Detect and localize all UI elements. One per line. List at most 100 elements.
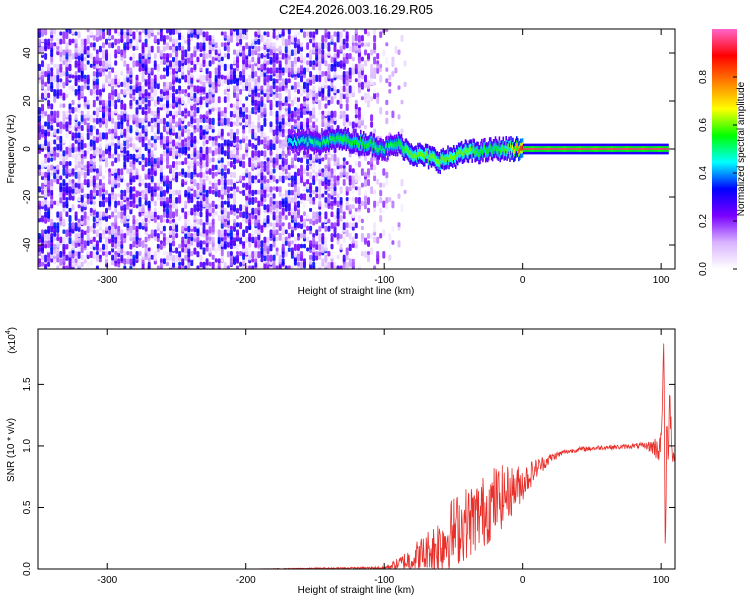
heatmap-cell bbox=[53, 222, 57, 229]
heatmap-cell bbox=[223, 157, 227, 162]
heatmap-cell bbox=[41, 78, 44, 85]
heatmap-cell bbox=[257, 114, 261, 121]
heatmap-cell bbox=[309, 197, 313, 205]
heatmap-cell bbox=[266, 74, 270, 83]
heatmap-cell bbox=[297, 168, 300, 177]
heatmap-cell bbox=[147, 168, 151, 175]
heatmap-cell bbox=[315, 229, 319, 236]
heatmap-cell bbox=[184, 200, 188, 206]
heatmap-cell bbox=[114, 251, 118, 256]
heatmap-cell bbox=[345, 74, 349, 81]
heatmap-cell bbox=[293, 110, 297, 118]
heatmap-cell bbox=[348, 243, 352, 252]
heatmap-cell bbox=[269, 168, 273, 176]
heatmap-cell bbox=[324, 254, 328, 263]
heatmap-cell bbox=[102, 211, 105, 218]
heatmap-cell bbox=[187, 110, 191, 117]
heatmap-cell bbox=[80, 139, 84, 145]
heatmap-cell bbox=[47, 150, 51, 158]
heatmap-cell bbox=[44, 157, 48, 164]
heatmap-cell bbox=[391, 71, 395, 77]
heatmap-cell bbox=[126, 186, 130, 194]
heatmap-cell bbox=[162, 218, 166, 223]
heatmap-cell bbox=[220, 31, 224, 36]
heatmap-cell bbox=[333, 175, 337, 184]
heatmap-cell bbox=[98, 71, 102, 77]
heatmap-cell bbox=[293, 204, 297, 212]
heatmap-cell bbox=[391, 117, 395, 126]
heatmap-cell bbox=[120, 99, 124, 105]
heatmap-cell bbox=[120, 89, 124, 95]
heatmap-cell bbox=[86, 186, 90, 194]
heatmap-cell bbox=[196, 200, 200, 207]
heatmap-cell bbox=[290, 175, 294, 181]
heatmap-cell bbox=[80, 114, 84, 122]
heatmap-cell bbox=[80, 38, 84, 47]
heatmap-cell bbox=[287, 89, 291, 97]
heatmap-cell bbox=[351, 35, 355, 43]
heatmap-cell bbox=[193, 247, 197, 255]
heatmap-cell bbox=[360, 29, 364, 32]
heatmap-cell bbox=[144, 38, 148, 44]
heatmap-cell bbox=[266, 135, 270, 141]
heatmap-cell bbox=[166, 29, 169, 34]
heatmap-cell bbox=[129, 153, 133, 160]
heatmap-cell bbox=[108, 53, 112, 61]
heatmap-cell bbox=[217, 229, 221, 238]
heatmap-cell bbox=[364, 60, 367, 67]
heatmap-cell bbox=[193, 29, 197, 36]
heatmap-cell bbox=[38, 258, 41, 264]
heatmap-cell bbox=[336, 74, 340, 80]
heatmap-cell bbox=[120, 71, 124, 76]
heatmap-cell bbox=[150, 92, 154, 101]
heatmap-cell bbox=[172, 29, 175, 36]
heatmap-cell bbox=[105, 117, 108, 125]
heatmap-cell bbox=[98, 247, 102, 253]
heatmap-cell bbox=[190, 135, 194, 144]
heatmap-cell bbox=[233, 236, 236, 245]
heatmap-cell bbox=[135, 29, 139, 33]
heatmap-cell bbox=[169, 229, 172, 236]
heatmap-cell bbox=[275, 35, 279, 41]
heatmap-cell bbox=[181, 236, 185, 244]
heatmap-cell bbox=[297, 81, 300, 88]
heatmap-cell bbox=[138, 53, 142, 59]
heatmap-cell bbox=[83, 218, 87, 226]
heatmap-cell bbox=[77, 153, 81, 161]
heatmap-cell bbox=[275, 110, 279, 118]
heatmap-cell bbox=[233, 222, 236, 227]
heatmap-cell bbox=[83, 193, 87, 199]
heatmap-cell bbox=[41, 99, 44, 105]
heatmap-cell bbox=[83, 74, 87, 80]
heatmap-cell bbox=[129, 265, 133, 269]
heatmap-cell bbox=[254, 189, 258, 195]
heatmap-cell bbox=[95, 182, 99, 189]
heatmap-cell bbox=[309, 60, 313, 67]
heatmap-cell bbox=[105, 74, 108, 80]
heatmap-cell bbox=[330, 200, 334, 207]
heatmap-cell bbox=[199, 42, 203, 50]
heatmap-cell bbox=[44, 60, 48, 68]
heatmap-cell bbox=[306, 236, 310, 243]
heatmap-cell bbox=[199, 56, 203, 64]
heatmap-cell bbox=[345, 261, 349, 269]
heatmap-cell bbox=[360, 114, 364, 121]
heatmap-cell bbox=[162, 225, 166, 232]
heatmap-cell bbox=[290, 56, 294, 62]
heatmap-cell bbox=[321, 222, 325, 229]
heatmap-cell bbox=[330, 78, 334, 83]
heatmap-cell bbox=[105, 110, 108, 118]
heatmap-cell bbox=[229, 35, 233, 43]
heatmap-cell bbox=[236, 254, 239, 262]
heatmap-cell bbox=[324, 110, 328, 117]
heatmap-cell bbox=[345, 92, 349, 98]
heatmap-cell bbox=[260, 96, 264, 102]
heatmap-cell bbox=[251, 121, 255, 129]
heatmap-cell bbox=[300, 42, 303, 48]
heatmap-cell bbox=[211, 261, 215, 269]
heatmap-cell bbox=[193, 45, 197, 52]
heatmap-cell bbox=[83, 96, 87, 103]
heatmap-cell bbox=[211, 35, 215, 40]
heatmap-cell bbox=[196, 218, 200, 225]
heatmap-cell bbox=[98, 121, 102, 128]
